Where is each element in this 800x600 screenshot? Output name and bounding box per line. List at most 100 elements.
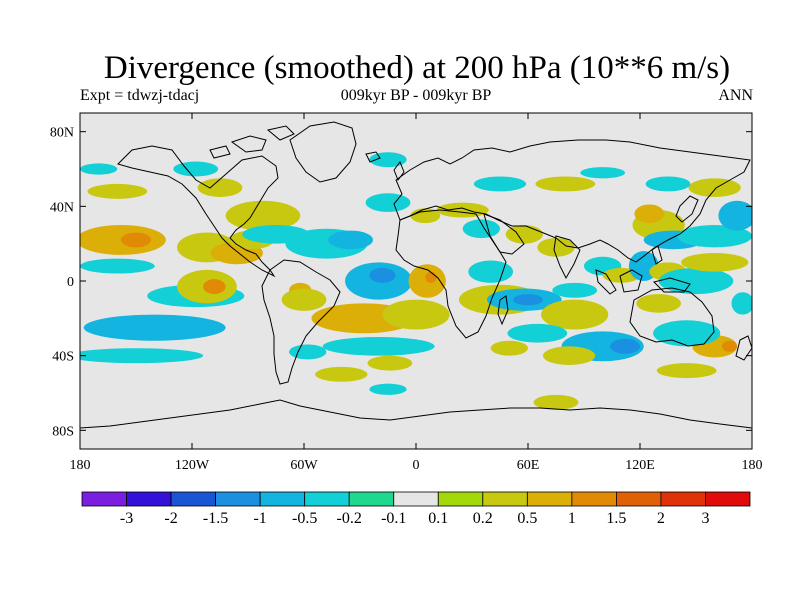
divergence-region [468, 260, 514, 283]
x-tick-label: 60W [290, 458, 318, 473]
divergence-region [513, 294, 543, 306]
divergence-region [580, 167, 626, 179]
colorbar-swatch [482, 491, 528, 507]
colorbar-swatch [437, 491, 484, 507]
divergence-region [490, 340, 528, 356]
divergence-region [636, 294, 682, 313]
divergence-region [505, 225, 543, 244]
colorbar-label: -0.2 [337, 510, 362, 527]
divergence-region [80, 258, 155, 274]
divergence-region [533, 394, 579, 410]
divergence-region [80, 163, 118, 175]
divergence-region [80, 348, 204, 364]
colorbar-swatch [215, 491, 261, 507]
divergence-region [718, 200, 752, 231]
colorbar-swatch [81, 491, 127, 507]
coastline-australia [629, 287, 715, 347]
divergence-region [328, 230, 374, 250]
colorbar-label: -3 [120, 510, 133, 527]
x-tick-label: 0 [413, 458, 420, 473]
divergence-region [365, 193, 411, 212]
colorbar-swatch [526, 491, 573, 507]
divergence-region [473, 176, 527, 192]
divergence-region [656, 363, 717, 379]
colorbar-swatch [126, 491, 172, 507]
divergence-region [542, 346, 596, 365]
divergence-region [535, 176, 596, 192]
divergence-region [382, 299, 450, 330]
y-tick-label: 80S [52, 424, 74, 439]
divergence-region [610, 338, 640, 354]
divergence-region [83, 314, 226, 341]
divergence-region [281, 288, 327, 311]
colorbar-label: 1.5 [606, 510, 626, 527]
coastline-japan [675, 195, 699, 223]
divergence-region [645, 176, 691, 192]
divergence-region [425, 271, 437, 283]
divergence-region [653, 320, 721, 347]
x-tick-label: 120W [175, 458, 210, 473]
divergence-region [322, 337, 435, 356]
y-tick-label: 80N [50, 126, 74, 141]
divergence-region [367, 355, 413, 371]
divergence-region [80, 225, 166, 255]
y-tick-label: 40N [50, 200, 74, 215]
divergence-region [722, 340, 738, 352]
colorbar-label: -0.5 [292, 510, 317, 527]
colorbar-swatch [170, 491, 216, 507]
axis-ticks: 180 120W 60W 0 60E 120E 180 80N 40N 0 40S 80S [50, 113, 763, 473]
coastline-greenland [289, 121, 357, 183]
coastline-africa [395, 209, 507, 339]
divergence-region [658, 267, 734, 295]
y-tick-label: 40S [52, 350, 74, 365]
coastline-india [553, 235, 581, 280]
y-tick-label: 0 [67, 275, 74, 290]
divergence-region [681, 253, 749, 272]
colorbar: -3 -2 -1.5 -1 -0.5 -0.2 -0.1 0.1 0.2 0.5 1 1.5 2 3 [81, 491, 751, 527]
coastline-new-zealand [735, 335, 752, 361]
colorbar-swatch [660, 491, 706, 507]
coastline-borneo [619, 269, 643, 293]
colorbar-label: 1 [568, 510, 576, 527]
colorbar-swatch [571, 491, 617, 507]
divergence-region [369, 383, 407, 395]
coastline-madagascar [497, 295, 509, 326]
x-tick-label: 120E [625, 458, 655, 473]
x-tick-label: 60E [517, 458, 540, 473]
coastline-antarctica [80, 399, 752, 429]
divergence-region [173, 161, 219, 177]
colorbar-label: 0.2 [473, 510, 493, 527]
x-tick-label: 180 [70, 458, 91, 473]
colorbar-swatch [304, 491, 350, 507]
colorbar-label: 2 [657, 510, 665, 527]
coastline-new-guinea [653, 277, 691, 293]
x-tick-label: 180 [742, 458, 763, 473]
divergence-region [507, 323, 568, 343]
colorbar-label: 0.5 [517, 510, 537, 527]
coastline-eurasia [393, 139, 751, 263]
divergence-region [634, 204, 665, 224]
coastline-canadian-arctic [209, 125, 295, 159]
map-title: Divergence (smoothed) at 200 hPa (10**6 … [103, 50, 731, 86]
season-label: ANN [718, 87, 753, 104]
colorbar-label: -1.5 [203, 510, 228, 527]
coastline-arabia [483, 213, 525, 255]
divergence-region [537, 238, 575, 257]
divergence-region [369, 267, 396, 283]
coastline-north-america [117, 145, 279, 278]
divergence-region [541, 299, 609, 330]
coastlines [80, 121, 752, 429]
divergence-region [731, 292, 752, 315]
divergence-region [677, 225, 752, 248]
coastline-south-america [261, 259, 341, 385]
colorbar-swatch [259, 491, 306, 507]
divergence-region [289, 344, 327, 360]
divergence-region [315, 366, 368, 382]
divergence-region [688, 178, 741, 198]
colorbar-swatch [616, 491, 662, 507]
divergence-region [203, 279, 226, 295]
colorbar-label: -2 [164, 510, 177, 527]
divergence-region [121, 232, 151, 248]
colorbar-label: -1 [253, 510, 266, 527]
